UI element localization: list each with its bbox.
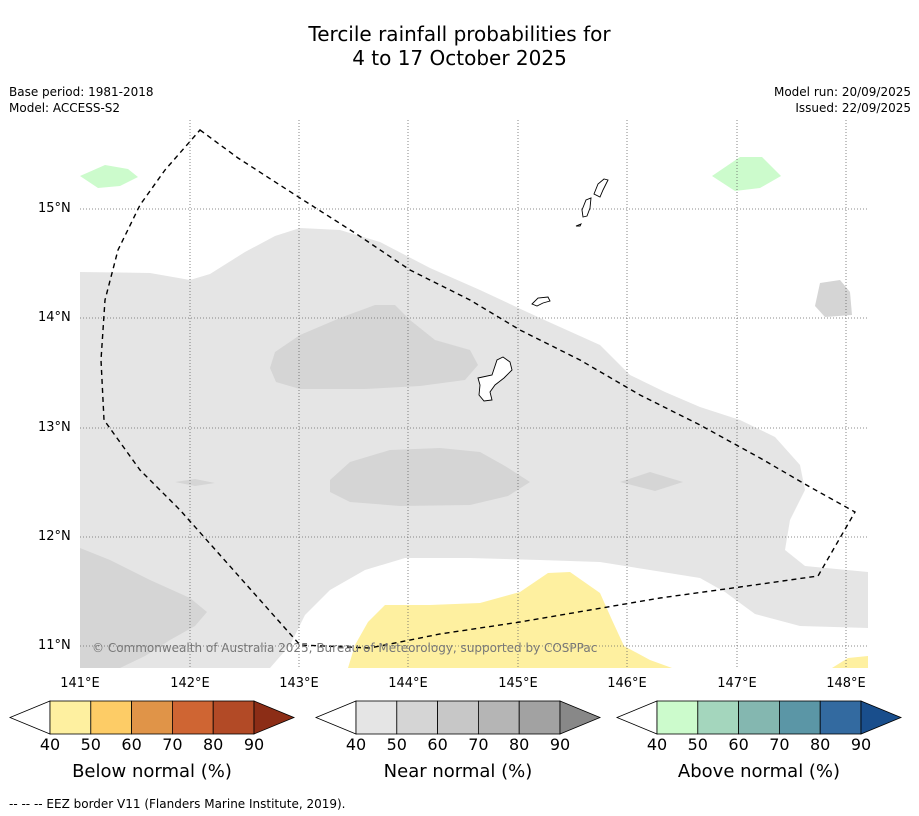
colorbar-tick-label: 90	[850, 735, 872, 754]
colorbar-segment	[212, 700, 255, 735]
lon-tick: 146°E	[607, 676, 647, 691]
rota-outline	[531, 296, 551, 307]
tinian-outline	[581, 197, 592, 218]
colorbar-label: Below normal (%)	[72, 761, 232, 782]
colorbar-tick-label: 80	[810, 735, 831, 754]
colorbar-tick-label: 40	[646, 735, 668, 754]
aguijan-outline	[575, 223, 582, 227]
guam-outline	[477, 356, 513, 402]
colorbar-segment	[90, 700, 133, 735]
issued-date: Issued: 22/09/2025	[795, 101, 911, 115]
above-normal-region	[80, 165, 138, 188]
above-normal-region	[712, 157, 781, 191]
colorbar-segment	[518, 700, 561, 735]
colorbar-segment	[697, 700, 739, 735]
colorbar-arrow-low	[615, 700, 658, 735]
colorbar-segment	[396, 700, 438, 735]
near-normal-region	[80, 548, 207, 668]
colorbar-tick-label: 90	[243, 735, 265, 754]
title-line-2: 4 to 17 October 2025	[352, 46, 567, 70]
colorbar-tick-label: 60	[121, 735, 142, 754]
base-period: Base period: 1981-2018	[9, 85, 154, 99]
eez-legend-note: -- -- -- EEZ border V11 (Flanders Marine…	[9, 797, 346, 811]
near-normal-region	[330, 448, 530, 506]
colorbar-segment	[477, 700, 520, 735]
colorbar-segment	[171, 700, 214, 735]
colorbar-arrow-low	[314, 700, 357, 735]
colorbar-segment	[49, 700, 92, 735]
colorbar-above	[615, 700, 903, 735]
colorbar-tick-label: 80	[203, 735, 224, 754]
model-name: Model: ACCESS-S2	[9, 101, 121, 115]
colorbar-tick-label: 50	[687, 735, 708, 754]
lon-tick: 147°E	[717, 676, 757, 691]
near-normal-region	[270, 305, 478, 389]
lat-tick: 14°N	[38, 310, 71, 325]
colorbar-label: Near normal (%)	[383, 761, 533, 782]
colorbar-tick-label: 40	[345, 735, 367, 754]
meta-left: Base period: 1981-2018 Model: ACCESS-S2	[9, 84, 154, 116]
colorbar-below	[8, 700, 296, 735]
colorbar-segment	[131, 700, 173, 735]
colorbar-tick-label: 70	[769, 735, 790, 754]
eez-border	[100, 129, 856, 649]
colorbar-tick-label: 70	[162, 735, 183, 754]
model-run: Model run: 20/09/2025	[773, 85, 911, 99]
near-normal-region	[80, 228, 868, 668]
colorbar-near	[314, 700, 602, 735]
title-line-1: Tercile rainfall probabilities for	[308, 22, 611, 46]
colorbar-tick-label: 60	[728, 735, 749, 754]
colorbar-segment	[355, 700, 398, 735]
map-plot-area	[80, 120, 868, 668]
near-normal-region	[175, 479, 215, 486]
colorbar-arrow-high	[559, 700, 602, 735]
copyright-watermark: © Commonwealth of Australia 2025, Bureau…	[92, 641, 598, 655]
colorbar-arrow-high	[253, 700, 296, 735]
chart-title: Tercile rainfall probabilities for 4 to …	[0, 22, 919, 70]
lon-tick: 141°E	[60, 676, 100, 691]
colorbar-arrow-low	[8, 700, 51, 735]
lon-tick: 145°E	[498, 676, 538, 691]
colorbar-segment	[656, 700, 699, 735]
lat-tick: 13°N	[38, 420, 71, 435]
lon-tick: 148°E	[826, 676, 866, 691]
colorbar-label: Above normal (%)	[677, 761, 841, 782]
meta-right: Model run: 20/09/2025 Issued: 22/09/2025	[774, 84, 911, 116]
colorbar-tick-label: 40	[39, 735, 61, 754]
below-normal-region	[832, 656, 868, 668]
lon-tick: 143°E	[279, 676, 319, 691]
colorbar-segment	[819, 700, 862, 735]
near-normal-region	[815, 280, 852, 317]
colorbar-segment	[779, 700, 821, 735]
colorbar-tick-label: 50	[386, 735, 407, 754]
island-outlines	[477, 178, 609, 402]
colorbar-segment	[437, 700, 479, 735]
saipan-outline	[593, 178, 609, 198]
colorbar-segment	[738, 700, 780, 735]
colorbar-tick-label: 60	[427, 735, 448, 754]
colorbar-tick-label: 70	[468, 735, 489, 754]
lat-tick: 11°N	[38, 638, 71, 653]
colorbar-tick-label: 50	[80, 735, 101, 754]
lat-tick: 12°N	[38, 529, 71, 544]
colorbar-arrow-high	[860, 700, 903, 735]
below-normal-region	[348, 572, 672, 668]
lon-tick: 144°E	[388, 676, 428, 691]
near-normal-region	[620, 472, 683, 491]
colorbar-tick-label: 90	[549, 735, 571, 754]
lon-tick: 142°E	[170, 676, 210, 691]
colorbar-tick-label: 80	[509, 735, 530, 754]
lat-tick: 15°N	[38, 201, 71, 216]
gridlines	[80, 120, 868, 668]
